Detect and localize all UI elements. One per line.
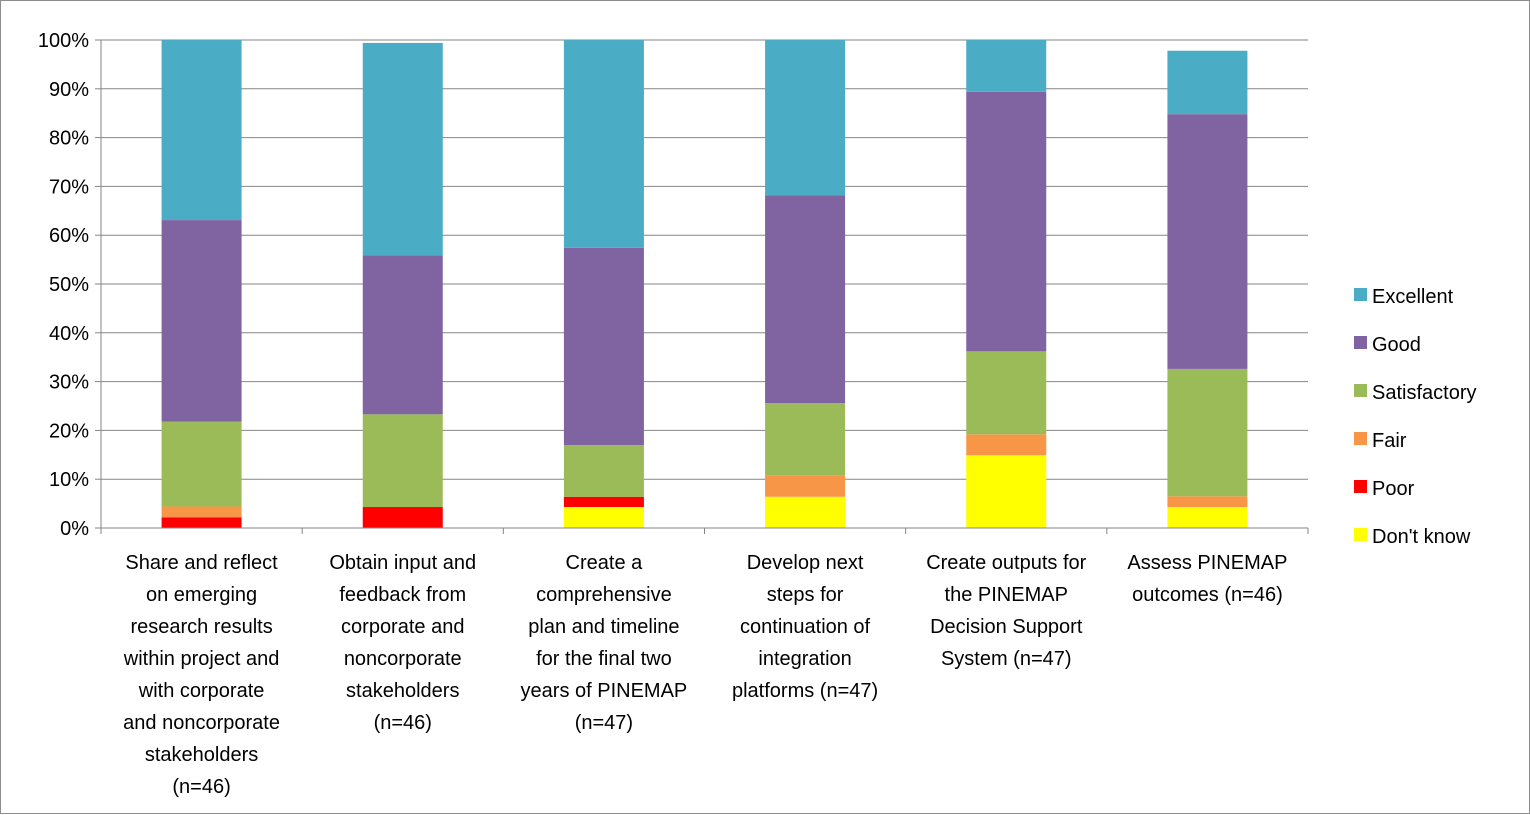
bar-stack	[1167, 50, 1248, 528]
bar-segment-good	[966, 91, 1047, 352]
legend-swatch	[1354, 288, 1367, 301]
legend-swatch	[1354, 336, 1367, 349]
bar-segment-good	[1167, 114, 1248, 369]
bar-segment-fair	[966, 434, 1047, 456]
legend-label: Don't know	[1372, 526, 1471, 548]
x-category-label: Develop next steps for continuation of inte…	[732, 552, 878, 702]
bar-segment-don-t-know	[765, 496, 846, 528]
y-tick-label: 70%	[49, 176, 89, 198]
axes	[100, 40, 1309, 534]
bar-segment-don-t-know	[966, 455, 1047, 528]
bar-stack	[362, 42, 443, 528]
y-tick-label: 40%	[49, 323, 89, 345]
x-category-label: Obtain input and feedback from corporate a…	[329, 552, 476, 734]
y-tick-label: 30%	[49, 372, 89, 394]
bar-segment-excellent	[765, 40, 846, 196]
legend-label: Excellent	[1372, 286, 1454, 308]
bar-segment-excellent	[1167, 50, 1248, 115]
bar-stack	[161, 40, 242, 528]
y-tick-label: 100%	[38, 30, 89, 52]
bar-segment-fair	[161, 506, 242, 518]
legend-label: Fair	[1372, 430, 1407, 452]
bar-segment-good	[765, 195, 846, 404]
y-tick-label: 60%	[49, 225, 89, 247]
legend-swatch	[1354, 432, 1367, 445]
bar-segment-poor	[563, 496, 644, 508]
y-tick-label: 90%	[49, 79, 89, 101]
bar-segment-poor	[161, 517, 242, 528]
legend-label: Satisfactory	[1372, 382, 1476, 404]
legend-item: Don't know	[1354, 526, 1471, 548]
x-category-label: Assess PINEMAP outcomes (n=46)	[1127, 552, 1287, 606]
y-tick-label: 50%	[49, 274, 89, 296]
x-category-label: Create a comprehensive plan and timeline fo…	[521, 552, 688, 734]
legend-item: Good	[1354, 334, 1421, 356]
legend-item: Poor	[1354, 478, 1415, 500]
bar-segment-don-t-know	[563, 507, 644, 528]
y-tick-label: 20%	[49, 420, 89, 442]
bar-segment-don-t-know	[1167, 507, 1248, 528]
y-axis-tick-labels: 0% 10% 20% 30% 40% 50% 60% 70% 80% 90% 100%	[38, 30, 89, 540]
category-labels: Share and reflect on emerging research res…	[123, 552, 1288, 798]
bar-segment-excellent	[161, 40, 242, 221]
bar-segment-good	[161, 220, 242, 422]
x-category-label: Create outputs for the PINEMAP Decision Su…	[926, 552, 1086, 670]
legend: Excellent Good Satisfactory Fair Poor Don't k…	[1354, 286, 1476, 548]
bar-stack	[966, 40, 1047, 528]
legend-label: Good	[1372, 334, 1421, 356]
bar-segment-poor	[362, 507, 443, 528]
bar-segment-satisfactory	[161, 421, 242, 507]
legend-label: Poor	[1372, 478, 1415, 500]
legend-swatch	[1354, 384, 1367, 397]
legend-item: Satisfactory	[1354, 382, 1476, 404]
bar-segment-fair	[765, 475, 846, 497]
bar-segment-excellent	[563, 40, 644, 248]
bar-segment-excellent	[362, 42, 443, 256]
bar-segment-good	[563, 247, 644, 446]
bar-segment-fair	[1167, 496, 1248, 508]
bar-segment-satisfactory	[362, 414, 443, 508]
bar-stacks	[161, 40, 1248, 528]
legend-item: Fair	[1354, 430, 1407, 452]
bar-segment-satisfactory	[966, 351, 1047, 435]
y-tick-label: 0%	[60, 518, 89, 540]
bar-stack	[563, 40, 644, 528]
bar-segment-satisfactory	[1167, 368, 1248, 497]
y-tick-label: 80%	[49, 128, 89, 150]
bar-segment-satisfactory	[765, 403, 846, 476]
legend-item: Excellent	[1354, 286, 1454, 308]
bar-stack	[765, 40, 846, 528]
gridlines	[95, 39, 1308, 529]
x-category-label: Share and reflect on emerging research res…	[123, 552, 280, 798]
legend-swatch	[1354, 480, 1367, 493]
bar-segment-satisfactory	[563, 445, 644, 497]
bar-segment-excellent	[966, 40, 1047, 92]
bar-segment-good	[362, 255, 443, 415]
legend-swatch	[1354, 528, 1367, 541]
y-tick-label: 10%	[49, 469, 89, 491]
